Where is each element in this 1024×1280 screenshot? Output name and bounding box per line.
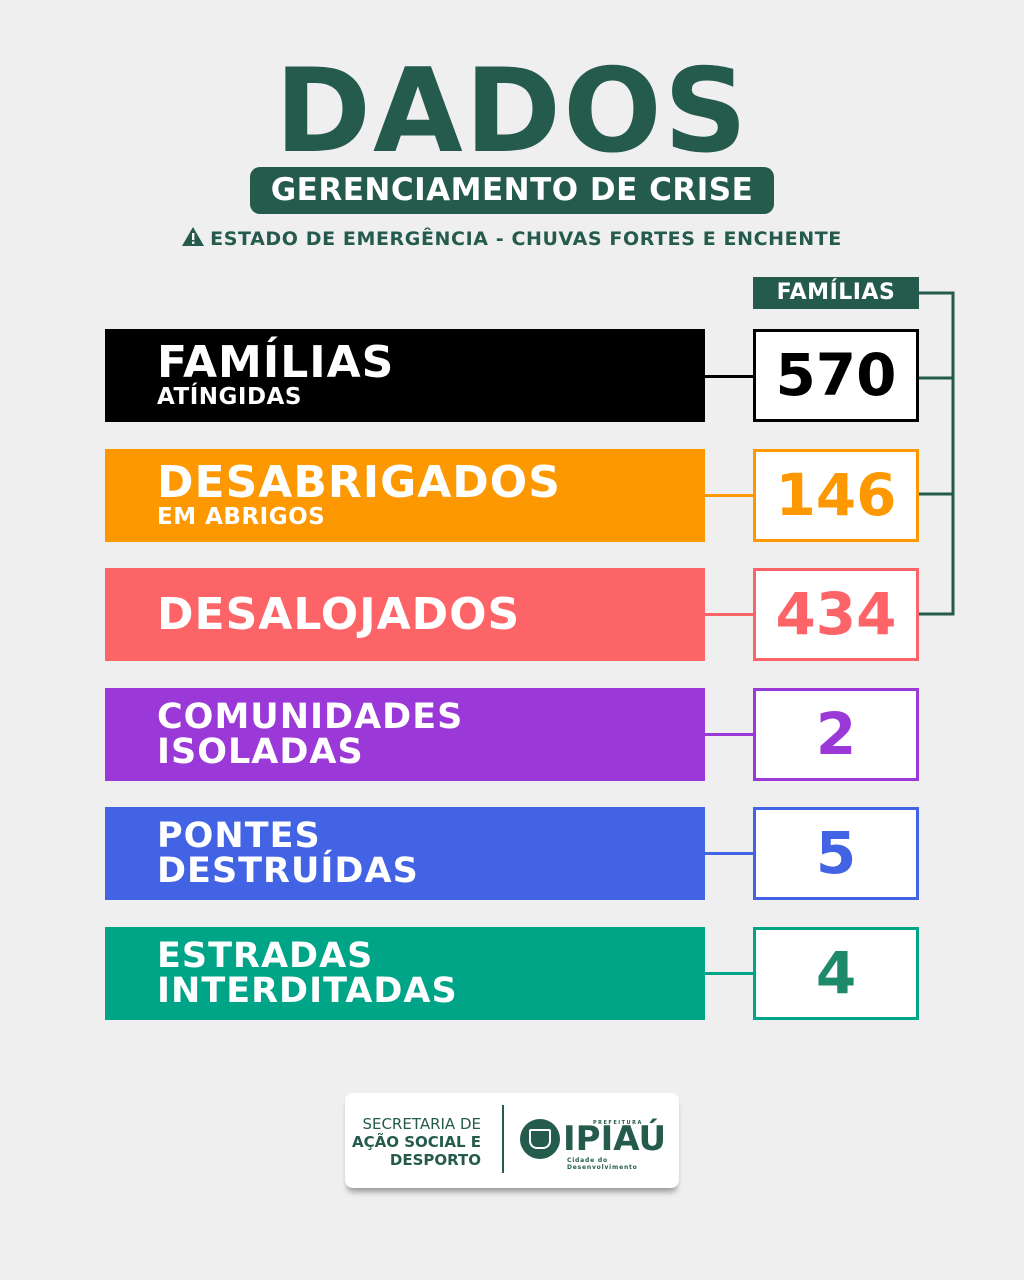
row-connector	[705, 375, 755, 378]
row-label-main: DESABRIGADOS	[157, 456, 561, 508]
value-box-pontes: 5	[753, 807, 919, 900]
secretaria-line2: AÇÃO SOCIAL E	[352, 1133, 481, 1151]
warning-text: ESTADO DE EMERGÊNCIA - CHUVAS FORTES E E…	[210, 228, 842, 250]
value-box-estradas: 4	[753, 927, 919, 1020]
row-label-line2: INTERDITADAS	[157, 970, 458, 1011]
value-box-desalojados: 434	[753, 568, 919, 661]
row-label-sub: EM ABRIGOS	[157, 503, 326, 530]
footer-logos: SECRETARIA DE AÇÃO SOCIAL E DESPORTO PRE…	[345, 1093, 679, 1188]
row-bar-desabrigados: DESABRIGADOS EM ABRIGOS	[105, 449, 705, 542]
row-label-line2: ISOLADAS	[157, 731, 364, 772]
prefeitura-label: PREFEITURA	[593, 1120, 643, 1126]
warning-triangle-icon	[182, 227, 205, 246]
row-connector	[705, 972, 755, 975]
row-connector	[705, 613, 755, 616]
city-slogan: Cidade do Desenvolvimento	[567, 1157, 638, 1171]
row-label-line1: ESTRADAS	[157, 935, 374, 976]
row-label-main: FAMÍLIAS	[157, 336, 395, 388]
value-box-comunidades: 2	[753, 688, 919, 781]
footer-divider	[502, 1105, 504, 1173]
value-box-familias: 570	[753, 329, 919, 422]
row-label-line1: PONTES	[157, 815, 321, 856]
warning-banner: ESTADO DE EMERGÊNCIA - CHUVAS FORTES E E…	[0, 225, 1024, 253]
row-bar-comunidades: COMUNIDADES ISOLADAS	[105, 688, 705, 781]
row-connector	[705, 733, 755, 736]
row-label-sub: ATÍNGIDAS	[157, 383, 302, 410]
value-box-desabrigados: 146	[753, 449, 919, 542]
secretaria-logo: SECRETARIA DE AÇÃO SOCIAL E DESPORTO	[352, 1115, 481, 1169]
row-label-main: DESALOJADOS	[157, 588, 521, 640]
row-label-line1: COMUNIDADES	[157, 696, 464, 737]
row-label-line2: DESTRUÍDAS	[157, 850, 419, 891]
page-title: DADOS	[274, 44, 750, 179]
secretaria-line1: SECRETARIA DE	[362, 1115, 481, 1133]
city-name-logo: IPIAÚ	[563, 1119, 667, 1159]
row-bar-desalojados: DESALOJADOS	[105, 568, 705, 661]
row-bar-estradas: ESTRADAS INTERDITADAS	[105, 927, 705, 1020]
row-connector	[705, 852, 755, 855]
families-column-header: FAMÍLIAS	[753, 277, 919, 309]
row-connector	[705, 494, 755, 497]
city-seal-icon	[520, 1119, 560, 1159]
page-subtitle: GERENCIAMENTO DE CRISE	[250, 167, 774, 214]
secretaria-line3: DESPORTO	[389, 1151, 481, 1169]
row-bar-pontes: PONTES DESTRUÍDAS	[105, 807, 705, 900]
row-bar-familias: FAMÍLIAS ATÍNGIDAS	[105, 329, 705, 422]
